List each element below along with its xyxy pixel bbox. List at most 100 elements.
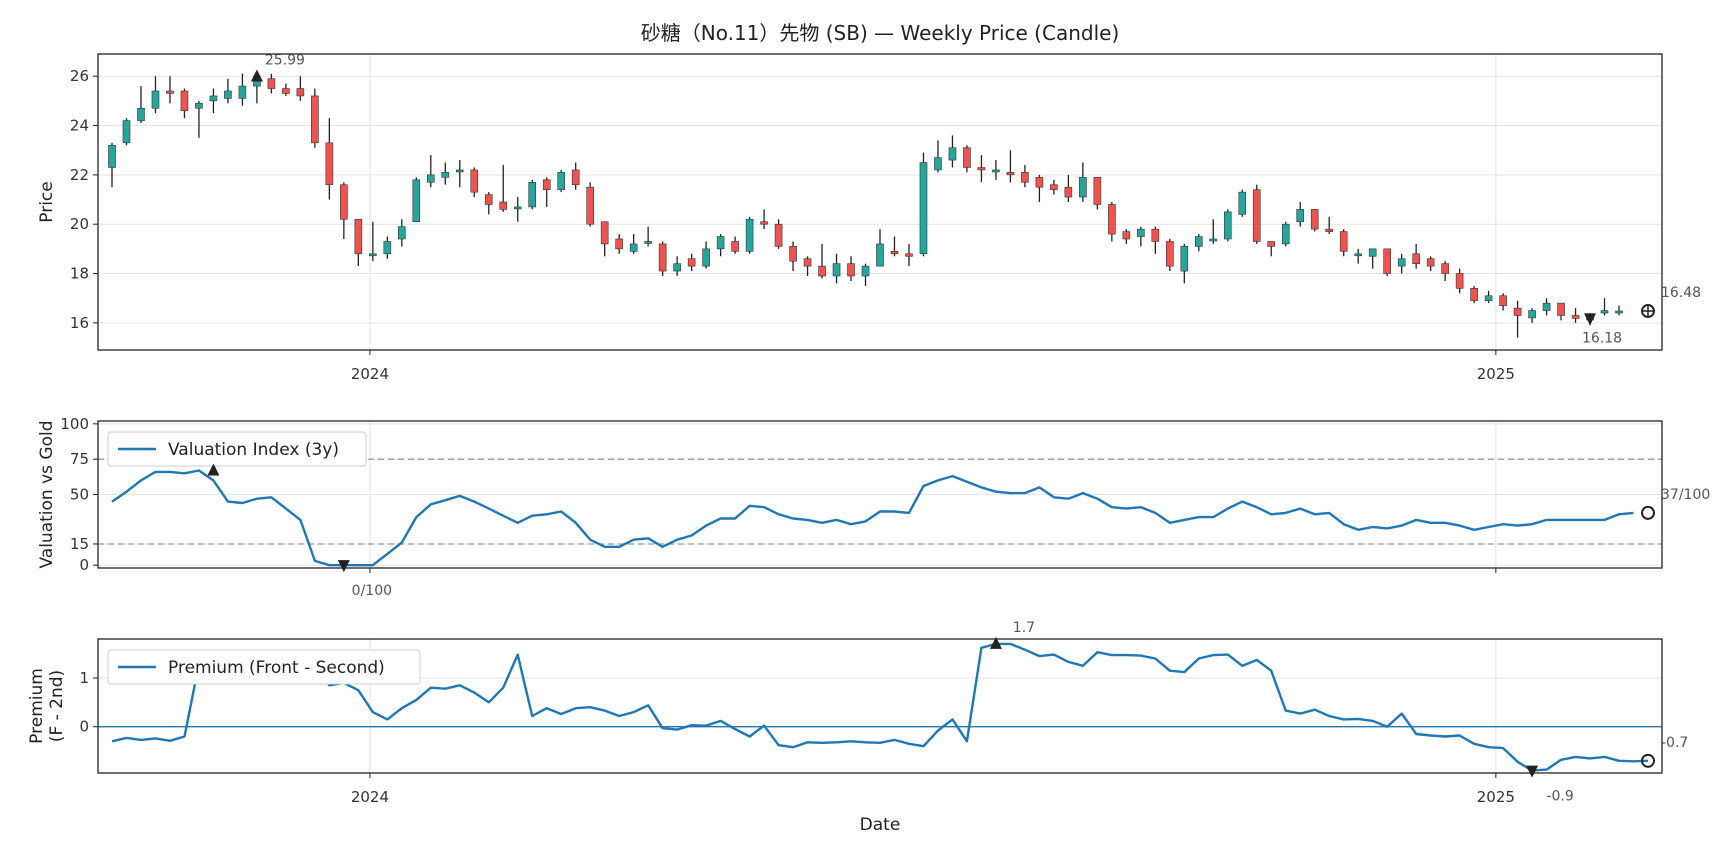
legend-label: Premium (Front - Second) bbox=[168, 658, 385, 678]
annotation-label: 37/100 bbox=[1661, 487, 1710, 503]
candle-body bbox=[1137, 228, 1145, 237]
candle-body bbox=[658, 243, 667, 272]
x-axis-label: Date bbox=[860, 815, 901, 835]
y-tick-label: 0 bbox=[79, 556, 89, 574]
y-tick-label: 26 bbox=[70, 67, 89, 85]
candle-body bbox=[1006, 172, 1015, 176]
legend-box bbox=[107, 431, 367, 467]
circle-plus-marker bbox=[1641, 304, 1655, 319]
y-tick-label: 15 bbox=[70, 535, 89, 553]
legend-box bbox=[107, 649, 421, 685]
y-tick-label: 20 bbox=[70, 215, 89, 233]
candle-body bbox=[803, 258, 812, 267]
candle-body bbox=[528, 181, 537, 208]
candle-body bbox=[876, 243, 884, 267]
candle-body bbox=[774, 223, 783, 247]
y-axis-label: (F - 2nd) bbox=[47, 670, 67, 742]
up-triangle-marker bbox=[207, 463, 220, 476]
candle-body bbox=[369, 253, 377, 257]
candle-body bbox=[1354, 253, 1362, 257]
candle-body bbox=[716, 236, 725, 250]
series-line bbox=[111, 469, 1634, 567]
candle-body bbox=[108, 144, 116, 168]
candle-body bbox=[977, 167, 986, 171]
candle-body bbox=[600, 221, 609, 245]
plot-area bbox=[98, 54, 1662, 350]
x-tick-label: 2024 bbox=[351, 365, 389, 383]
candle-body bbox=[1528, 310, 1536, 319]
candle-body bbox=[1426, 258, 1435, 267]
candle-body bbox=[1441, 263, 1449, 274]
candle-body bbox=[1455, 273, 1464, 289]
candle-body bbox=[948, 147, 957, 161]
candle-body bbox=[282, 88, 290, 94]
candle-body bbox=[542, 179, 551, 190]
legend-label: Valuation Index (3y) bbox=[168, 440, 339, 460]
candle-body bbox=[1194, 236, 1203, 247]
candle-body bbox=[586, 186, 594, 225]
candle-body bbox=[687, 258, 696, 267]
candle-body bbox=[1325, 228, 1334, 232]
candle-body bbox=[1383, 248, 1391, 274]
candle-body bbox=[745, 218, 754, 252]
x-tick-label: 2025 bbox=[1477, 788, 1515, 806]
candle-body bbox=[470, 169, 479, 193]
candle-body bbox=[1397, 258, 1406, 267]
candle-body bbox=[166, 90, 174, 94]
candle-body bbox=[412, 179, 421, 223]
candle-body bbox=[1122, 231, 1131, 240]
circle-marker bbox=[1641, 753, 1655, 768]
candle-body bbox=[934, 157, 942, 171]
candle-body bbox=[296, 88, 305, 97]
down-triangle-marker bbox=[1584, 313, 1597, 326]
plot-frame bbox=[97, 53, 1663, 351]
candle-body bbox=[1021, 172, 1029, 183]
candle-body bbox=[1499, 295, 1507, 306]
chart-title: 砂糖（No.11）先物 (SB) — Weekly Price (Candle) bbox=[641, 21, 1120, 45]
candle-body bbox=[224, 90, 232, 99]
candle-body bbox=[1296, 209, 1305, 223]
annotation-label: -0.9 bbox=[1546, 789, 1573, 805]
candle-body bbox=[1108, 204, 1116, 235]
candle-body bbox=[499, 201, 508, 210]
candle-body bbox=[513, 206, 522, 210]
y-axis-label: Premium bbox=[27, 668, 47, 744]
y-tick-label: 75 bbox=[70, 450, 89, 468]
candle-body bbox=[702, 248, 710, 267]
candle-body bbox=[905, 253, 913, 257]
candle-body bbox=[557, 172, 566, 190]
y-tick-label: 0 bbox=[79, 718, 89, 736]
candle-body bbox=[1484, 295, 1493, 301]
candle-body bbox=[963, 147, 971, 168]
price-panel: 16 18 20 22 24 26 2024 2025 Price 25.99 16.18 16.48 bbox=[37, 52, 1701, 383]
y-tick-label: 50 bbox=[70, 486, 89, 504]
y-tick-label: 24 bbox=[70, 117, 89, 135]
candle-body bbox=[209, 95, 218, 102]
y-tick-label: 18 bbox=[70, 265, 89, 283]
candle-body bbox=[1412, 253, 1420, 264]
candle-body bbox=[195, 103, 203, 109]
candle-body bbox=[180, 90, 189, 112]
down-triangle-marker bbox=[337, 560, 350, 573]
candle-body bbox=[919, 162, 928, 255]
candle-body bbox=[354, 218, 363, 255]
y-tick-label: 16 bbox=[70, 314, 89, 332]
candle-body bbox=[1557, 302, 1565, 316]
candle-body bbox=[1093, 177, 1102, 205]
candle-body bbox=[1542, 302, 1551, 311]
candle-body bbox=[1223, 211, 1232, 240]
candle-body bbox=[426, 174, 435, 183]
candle-body bbox=[238, 85, 247, 99]
y-tick-label: 22 bbox=[70, 166, 89, 184]
annotation-label: -0.7 bbox=[1661, 735, 1688, 751]
plot-frame bbox=[97, 638, 1663, 774]
candle-body bbox=[1513, 307, 1522, 316]
candle-body bbox=[1166, 241, 1174, 267]
candle-body bbox=[615, 238, 623, 250]
candle-body bbox=[1281, 223, 1290, 245]
candle-body bbox=[325, 142, 334, 186]
x-tick-label: 2024 bbox=[351, 788, 389, 806]
candle-body bbox=[760, 221, 768, 225]
